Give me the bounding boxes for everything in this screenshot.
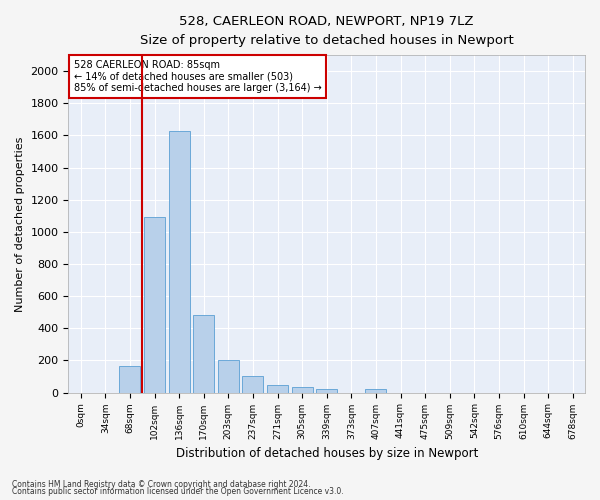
Bar xyxy=(292,387,313,392)
Bar xyxy=(169,130,190,392)
Y-axis label: Number of detached properties: Number of detached properties xyxy=(15,136,25,312)
Bar xyxy=(193,316,214,392)
Text: Contains public sector information licensed under the Open Government Licence v3: Contains public sector information licen… xyxy=(12,488,344,496)
Text: Contains HM Land Registry data © Crown copyright and database right 2024.: Contains HM Land Registry data © Crown c… xyxy=(12,480,311,489)
Bar xyxy=(316,389,337,392)
Bar xyxy=(119,366,140,392)
Text: 528 CAERLEON ROAD: 85sqm
← 14% of detached houses are smaller (503)
85% of semi-: 528 CAERLEON ROAD: 85sqm ← 14% of detach… xyxy=(74,60,322,94)
Bar xyxy=(365,390,386,392)
Bar xyxy=(218,360,239,392)
Bar xyxy=(144,218,165,392)
Bar xyxy=(267,386,288,392)
X-axis label: Distribution of detached houses by size in Newport: Distribution of detached houses by size … xyxy=(176,447,478,460)
Bar xyxy=(242,376,263,392)
Title: 528, CAERLEON ROAD, NEWPORT, NP19 7LZ
Size of property relative to detached hous: 528, CAERLEON ROAD, NEWPORT, NP19 7LZ Si… xyxy=(140,15,514,47)
